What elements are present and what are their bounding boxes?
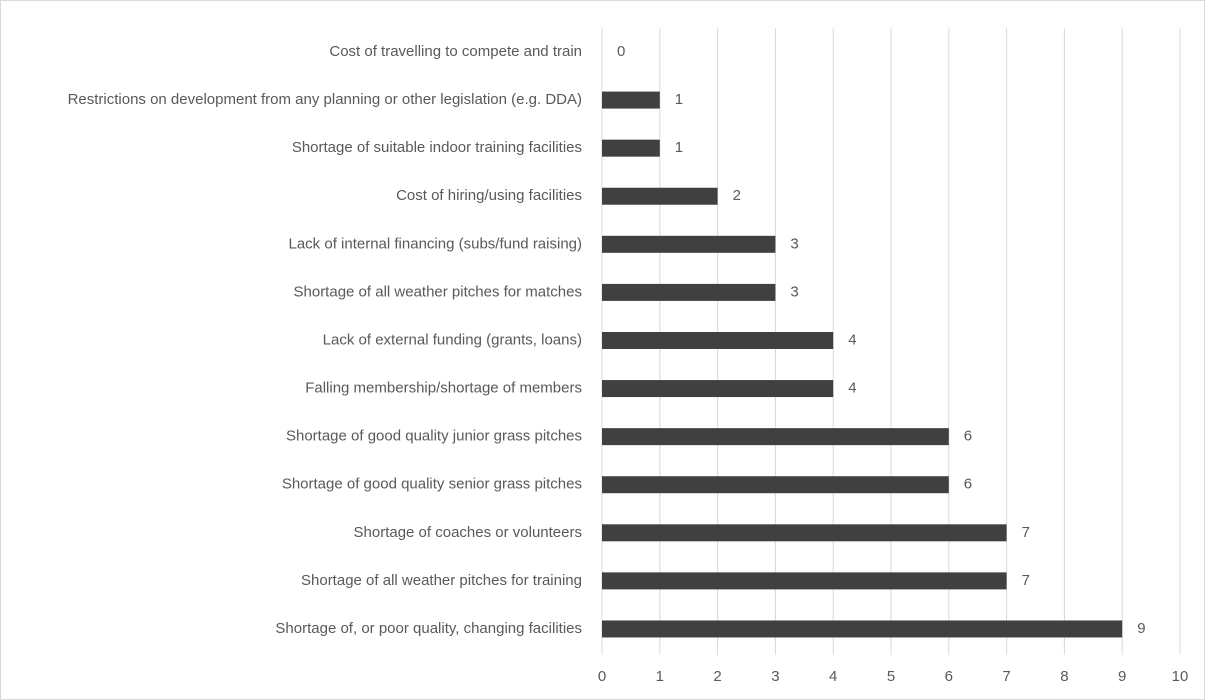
data-label: 1: [675, 139, 683, 156]
y-tick-label: Cost of travelling to compete and train: [329, 43, 582, 60]
x-tick-label: 1: [656, 668, 664, 685]
bar: [602, 380, 834, 398]
data-label: 2: [733, 187, 741, 204]
y-tick-label: Lack of external funding (grants, loans): [323, 331, 582, 348]
bar: [602, 139, 660, 157]
data-label: 6: [964, 476, 972, 493]
x-tick-label: 4: [829, 668, 837, 685]
data-label: 3: [790, 235, 798, 252]
data-label: 0: [617, 43, 625, 60]
data-label: 4: [848, 331, 856, 348]
x-tick-label: 2: [713, 668, 721, 685]
bar: [602, 91, 660, 109]
y-tick-label: Shortage of good quality junior grass pi…: [286, 428, 582, 445]
data-label: 3: [790, 283, 798, 300]
x-tick-label: 5: [887, 668, 895, 685]
x-tick-label: 10: [1172, 668, 1189, 685]
data-label: 1: [675, 91, 683, 108]
bar: [602, 572, 1007, 590]
y-tick-label: Cost of hiring/using facilities: [396, 187, 582, 204]
y-tick-label: Shortage of coaches or volunteers: [354, 524, 582, 541]
data-label: 7: [1022, 572, 1030, 589]
y-tick-label: Shortage of, or poor quality, changing f…: [275, 620, 582, 637]
bar: [602, 331, 834, 349]
y-tick-label: Falling membership/shortage of members: [305, 380, 582, 397]
x-tick-label: 0: [598, 668, 606, 685]
y-tick-label: Shortage of good quality senior grass pi…: [282, 476, 582, 493]
y-tick-label: Shortage of all weather pitches for trai…: [301, 572, 582, 589]
y-tick-label: Shortage of all weather pitches for matc…: [294, 283, 583, 300]
bar: [602, 620, 1123, 638]
data-label: 4: [848, 380, 856, 397]
y-tick-label: Lack of internal financing (subs/fund ra…: [289, 235, 583, 252]
bar: [602, 235, 776, 253]
x-tick-label: 7: [1002, 668, 1010, 685]
data-label: 9: [1137, 620, 1145, 637]
x-tick-label: 6: [945, 668, 953, 685]
x-tick-label: 3: [771, 668, 779, 685]
data-label: 6: [964, 428, 972, 445]
y-tick-label: Restrictions on development from any pla…: [68, 91, 582, 108]
bar: [602, 283, 776, 301]
bar: [602, 524, 1007, 542]
bar: [602, 187, 718, 205]
bar: [602, 476, 949, 494]
bar: [602, 428, 949, 446]
x-tick-label: 8: [1060, 668, 1068, 685]
data-label: 7: [1022, 524, 1030, 541]
y-tick-label: Shortage of suitable indoor training fac…: [292, 139, 582, 156]
x-tick-label: 9: [1118, 668, 1126, 685]
